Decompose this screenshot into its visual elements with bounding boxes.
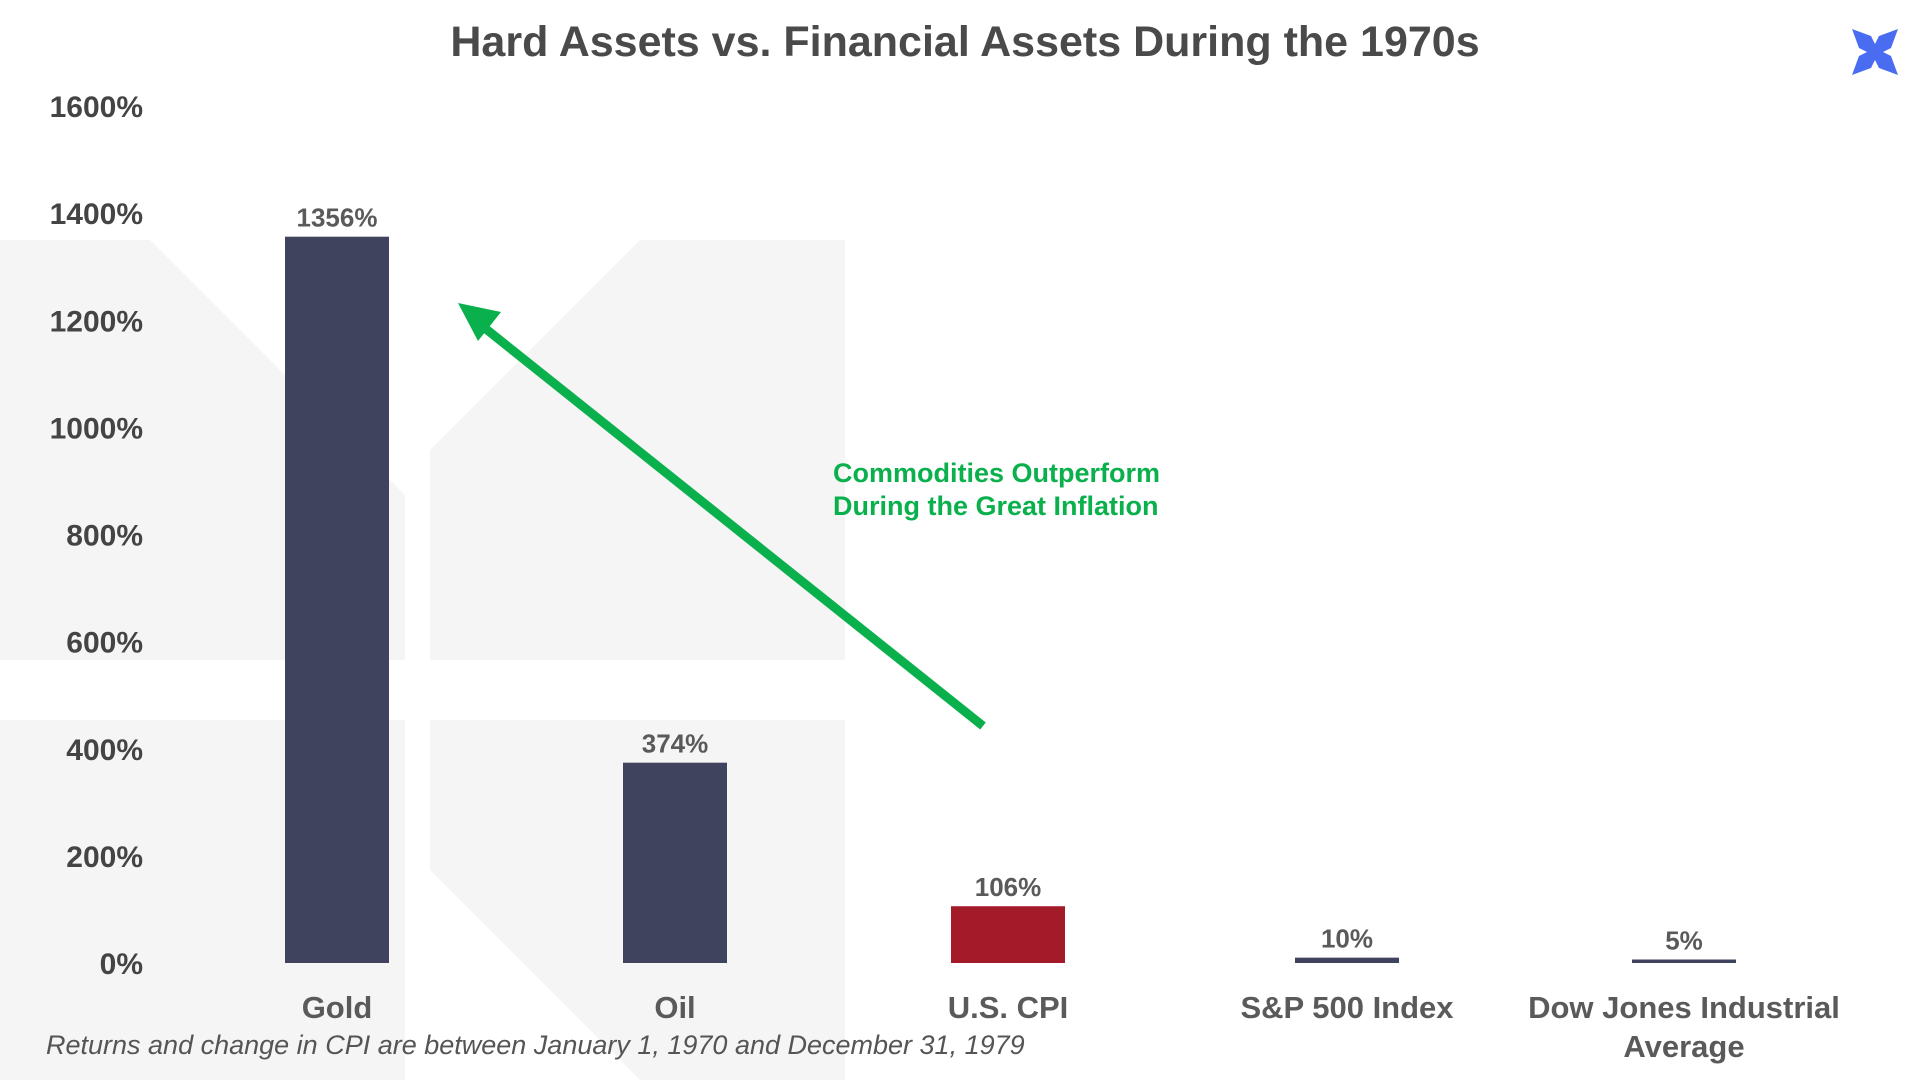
bar [1632,959,1736,963]
y-tick-label: 400% [66,734,143,767]
x-axis-categories: Gold Oil U.S. CPI S&P 500 Index Dow Jones In… [302,990,1840,1064]
y-tick-label: 1400% [50,198,143,231]
y-tick-label: 1200% [50,305,143,338]
category-label: Average [1623,1029,1744,1064]
data-labels: 1356% 374% 106% 10% 5% [297,203,1703,956]
bar [285,236,389,963]
data-label: 374% [642,729,709,759]
annotation-line: Commodities Outperform [833,458,1160,488]
data-label: 5% [1665,926,1703,956]
y-tick-label: 200% [66,841,143,874]
bar [951,906,1065,963]
annotation-arrow-icon [458,303,986,730]
bar [623,762,727,963]
y-axis: 0% 200% 400% 600% 800% 1000% 1200% 1400% 1600% [50,91,143,981]
bars [285,236,1736,963]
y-tick-label: 0% [100,948,143,981]
category-label: Gold [302,990,373,1025]
category-label: Dow Jones Industrial [1528,990,1840,1025]
data-label: 10% [1321,924,1373,954]
y-tick-label: 1000% [50,412,143,445]
y-tick-label: 600% [66,627,143,660]
annotation-line: During the Great Inflation [833,491,1159,521]
chart-title: Hard Assets vs. Financial Assets During … [450,18,1479,66]
category-label: S&P 500 Index [1240,990,1454,1025]
y-tick-label: 800% [66,520,143,553]
data-label: 106% [975,872,1042,902]
category-label: U.S. CPI [948,990,1069,1025]
footnote: Returns and change in CPI are between Ja… [46,1030,1025,1060]
data-label: 1356% [297,203,378,233]
bar [1295,957,1399,963]
x-logo-icon [1852,29,1898,75]
category-label: Oil [654,990,695,1025]
y-tick-label: 1600% [50,91,143,124]
